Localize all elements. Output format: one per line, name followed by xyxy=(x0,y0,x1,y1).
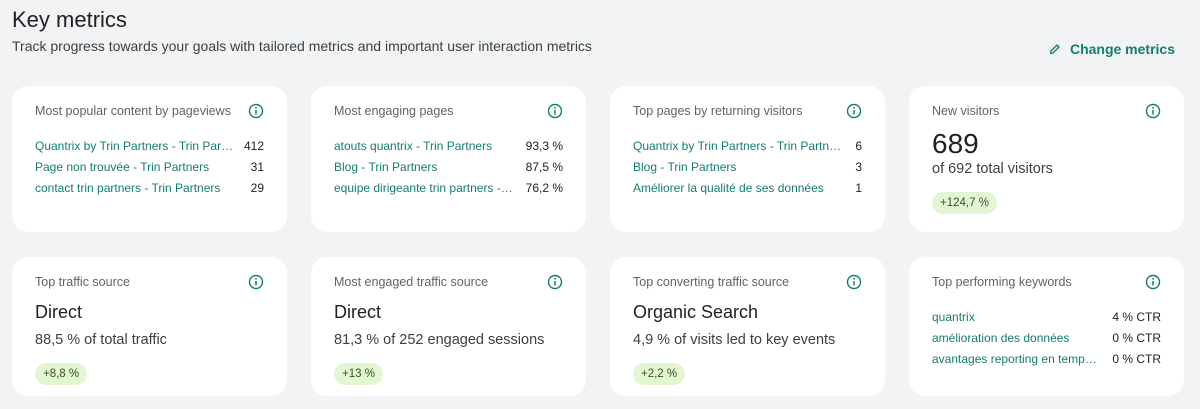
row-value: 0 % CTR xyxy=(1112,352,1161,366)
change-metrics-label: Change metrics xyxy=(1069,41,1175,57)
info-icon[interactable] xyxy=(1145,103,1161,119)
list-row: quantrix 4 % CTR xyxy=(932,307,1161,328)
metric-description: 81,3 % of 252 engaged sessions xyxy=(334,332,545,348)
metric-card: Most popular content by pageviews Quantri… xyxy=(12,86,287,232)
list-row: atouts quantrix - Trin Partners 93,3 % xyxy=(334,136,563,157)
info-icon[interactable] xyxy=(846,103,862,119)
metric-description: 4,9 % of visits led to key events xyxy=(633,332,836,348)
row-link[interactable]: amélioration des données xyxy=(932,331,1070,345)
list-row: Blog - Trin Partners 3 xyxy=(633,157,862,178)
info-icon[interactable] xyxy=(547,274,563,290)
row-link[interactable]: Améliorer la qualité de ses données xyxy=(633,181,824,195)
row-value: 87,5 % xyxy=(525,160,563,174)
info-icon[interactable] xyxy=(248,103,264,119)
list-row: contact trin partners - Trin Partners 29 xyxy=(35,178,264,199)
list-row: amélioration des données 0 % CTR xyxy=(932,328,1161,349)
metric-list: atouts quantrix - Trin Partners 93,3 % Blo… xyxy=(334,136,563,199)
metric-card: Top traffic source Direct 88,5 % of total … xyxy=(12,257,287,396)
metric-value: 689 xyxy=(932,128,979,159)
list-row: Quantrix by Trin Partners - Trin Partner… xyxy=(35,136,264,157)
row-link[interactable]: contact trin partners - Trin Partners xyxy=(35,181,221,195)
row-value: 412 xyxy=(243,139,264,153)
metric-value: Organic Search xyxy=(633,302,759,322)
row-value: 0 % CTR xyxy=(1112,331,1161,345)
info-icon[interactable] xyxy=(846,274,862,290)
info-icon[interactable] xyxy=(248,274,264,290)
card-title: Top performing keywords xyxy=(932,275,1072,289)
row-link[interactable]: avantages reporting en temps réel xyxy=(932,352,1103,366)
info-glyph xyxy=(248,103,264,119)
change-chip: +2,2 % xyxy=(633,363,686,385)
list-row: Page non trouvée - Trin Partners 31 xyxy=(35,157,264,178)
list-row: equipe dirigeante trin partners - Trin P… xyxy=(334,178,563,199)
row-link[interactable]: Blog - Trin Partners xyxy=(633,160,737,174)
info-glyph xyxy=(846,274,862,290)
card-title: Top traffic source xyxy=(35,275,130,289)
row-value: 1 xyxy=(855,181,862,195)
row-value: 4 % CTR xyxy=(1112,310,1161,324)
metric-card: Top pages by returning visitors Quantrix … xyxy=(610,86,885,232)
card-title: Top converting traffic source xyxy=(633,275,790,289)
change-chip: +124,7 % xyxy=(932,192,997,214)
row-value: 31 xyxy=(250,160,264,174)
metric-card: Top converting traffic source Organic Sea… xyxy=(610,257,885,396)
list-row: avantages reporting en temps réel 0 % CTR xyxy=(932,349,1161,370)
row-link[interactable]: atouts quantrix - Trin Partners xyxy=(334,139,493,153)
change-chip: +13 % xyxy=(334,363,383,385)
info-glyph xyxy=(1145,274,1161,290)
info-glyph xyxy=(846,103,862,119)
row-value: 93,3 % xyxy=(525,139,563,153)
list-row: Quantrix by Trin Partners - Trin Partner… xyxy=(633,136,862,157)
pencil-icon xyxy=(1049,44,1060,55)
metric-card: New visitors 689 of 692 total visitors +124… xyxy=(909,86,1184,232)
row-link[interactable]: Quantrix by Trin Partners - Trin Partner… xyxy=(35,139,234,153)
row-value: 29 xyxy=(250,181,264,195)
metric-list: Quantrix by Trin Partners - Trin Partner… xyxy=(35,136,264,199)
info-icon[interactable] xyxy=(547,103,563,119)
card-title: Most engaging pages xyxy=(334,104,454,118)
row-value: 76,2 % xyxy=(525,181,563,195)
metric-card: Most engaging pages atouts quantrix - Tri… xyxy=(311,86,586,232)
metric-description: of 692 total visitors xyxy=(932,161,1053,177)
info-glyph xyxy=(547,274,563,290)
row-link[interactable]: Quantrix by Trin Partners - Trin Partner… xyxy=(633,139,846,153)
info-icon[interactable] xyxy=(1145,274,1161,290)
page-subtitle: Track progress towards your goals with t… xyxy=(12,38,592,54)
list-row: Améliorer la qualité de ses données 1 xyxy=(633,178,862,199)
metric-description: 88,5 % of total traffic xyxy=(35,332,167,348)
card-title: Top pages by returning visitors xyxy=(633,104,803,118)
metric-list: Quantrix by Trin Partners - Trin Partner… xyxy=(633,136,862,199)
metric-card: Most engaged traffic source Direct 81,3 % … xyxy=(311,257,586,396)
row-value: 6 xyxy=(855,139,862,153)
card-title: Most engaged traffic source xyxy=(334,275,489,289)
metric-value: Direct xyxy=(334,302,382,322)
page-title: Key metrics xyxy=(12,7,127,32)
info-glyph xyxy=(547,103,563,119)
metric-value: Direct xyxy=(35,302,83,322)
metric-card: Top performing keywords quantrix 4 % CTR am… xyxy=(909,257,1184,396)
info-glyph xyxy=(248,274,264,290)
change-chip: +8,8 % xyxy=(35,363,88,385)
list-row: Blog - Trin Partners 87,5 % xyxy=(334,157,563,178)
cards-grid: Most popular content by pageviews Quantri… xyxy=(12,86,1184,396)
info-glyph xyxy=(1145,103,1161,119)
row-link[interactable]: Page non trouvée - Trin Partners xyxy=(35,160,210,174)
card-title: Most popular content by pageviews xyxy=(35,104,231,118)
card-title: New visitors xyxy=(932,104,1000,118)
row-link[interactable]: equipe dirigeante trin partners - Trin P… xyxy=(334,181,516,195)
change-metrics-button[interactable]: Change metrics xyxy=(1049,40,1175,58)
row-link[interactable]: Blog - Trin Partners xyxy=(334,160,438,174)
row-value: 3 xyxy=(855,160,862,174)
metric-list: quantrix 4 % CTR amélioration des données 0… xyxy=(932,307,1161,370)
row-link[interactable]: quantrix xyxy=(932,310,975,324)
